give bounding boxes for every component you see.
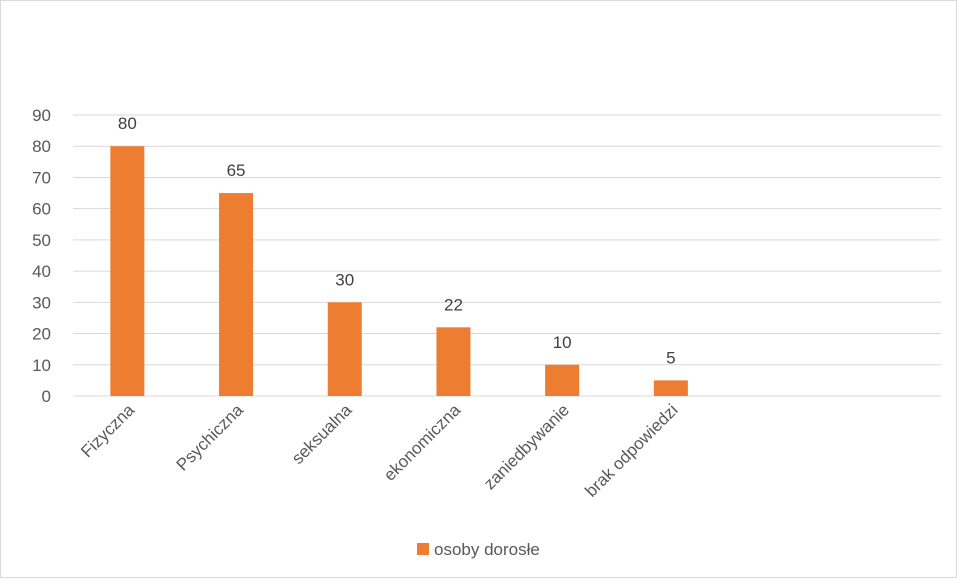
- legend: osoby dorosłe: [417, 540, 540, 559]
- bar-brak-odpowiedzi: [653, 380, 688, 396]
- x-category-label-seksualna: seksualna: [288, 400, 356, 468]
- data-label-zaniedbywanie: 10: [553, 333, 572, 352]
- gridlines: [73, 114, 941, 397]
- x-category-label-fizyczna: Fizyczna: [77, 400, 138, 461]
- x-axis-category-labels: Fizyczna Psychiczna seksualna ekonomiczna za…: [77, 400, 681, 501]
- data-label-ekonomiczna: 22: [444, 295, 463, 314]
- legend-label: osoby dorosłe: [434, 540, 540, 559]
- y-tick-label-20: 20: [32, 325, 51, 344]
- data-label-seksualna: 30: [335, 270, 354, 289]
- y-tick-label-70: 70: [32, 168, 51, 187]
- data-labels: 80 65 30 22 10 5: [118, 114, 676, 367]
- bar-psychiczna: [219, 193, 254, 396]
- bar-fizyczna: [110, 146, 145, 396]
- x-category-label-ekonomiczna: ekonomiczna: [380, 400, 465, 485]
- bar-seksualna: [327, 302, 362, 396]
- y-tick-label-60: 60: [32, 200, 51, 219]
- y-tick-label-30: 30: [32, 293, 51, 312]
- x-category-label-psychiczna: Psychiczna: [173, 400, 248, 475]
- legend-swatch: [417, 543, 429, 555]
- y-tick-label-90: 90: [32, 106, 51, 125]
- y-tick-label-80: 80: [32, 137, 51, 156]
- x-category-label-brak-odpowiedzi: brak odpowiedzi: [581, 400, 681, 500]
- data-label-fizyczna: 80: [118, 114, 137, 133]
- data-label-psychiczna: 65: [227, 161, 246, 180]
- y-tick-label-10: 10: [32, 356, 51, 375]
- bars: [110, 146, 688, 396]
- y-tick-label-0: 0: [42, 387, 51, 406]
- y-tick-label-40: 40: [32, 262, 51, 281]
- data-label-brak-odpowiedzi: 5: [666, 348, 675, 367]
- bar-ekonomiczna: [436, 327, 471, 396]
- y-tick-label-50: 50: [32, 231, 51, 250]
- bar-zaniedbywanie: [545, 364, 580, 396]
- y-axis-tick-labels: 0 10 20 30 40 50 60 70 80 90: [32, 106, 51, 406]
- x-category-label-zaniedbywanie: zaniedbywanie: [480, 400, 573, 493]
